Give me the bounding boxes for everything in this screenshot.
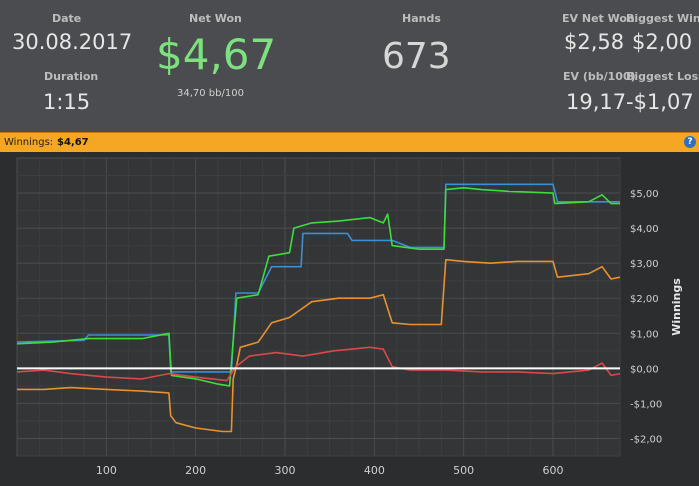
- biggest-loss-label: Biggest Loss: [626, 70, 699, 83]
- winnings-label: Winnings:: [4, 137, 54, 148]
- y-axis-label: Winnings: [670, 278, 683, 336]
- y-tick-label: $4,00: [630, 224, 659, 235]
- help-icon[interactable]: ?: [684, 136, 696, 148]
- x-tick-label: 500: [453, 464, 474, 477]
- duration-value: 1:15: [43, 90, 91, 114]
- biggest-win-value: $2,00: [632, 30, 693, 54]
- hands-label: Hands: [402, 12, 441, 25]
- series-line-4: [16, 346, 621, 382]
- y-tick-label: $5,00: [630, 189, 659, 200]
- ev-bb-label: EV (bb/100): [563, 70, 636, 83]
- ev-bb-value: 19,17: [566, 90, 627, 114]
- x-tick-label: 600: [543, 464, 564, 477]
- series-line-2: [16, 187, 620, 387]
- net-won-bb-value: 34,70 bb/100: [177, 88, 244, 99]
- series-line-3: [17, 258, 621, 433]
- y-tick-label: -$1,00: [630, 399, 662, 410]
- y-tick-label: -$2,00: [630, 434, 662, 445]
- y-tick-label: $2,00: [630, 294, 659, 305]
- biggest-win-label: Biggest Win: [626, 12, 699, 25]
- hands-value: 673: [382, 36, 451, 77]
- x-tick-label: 300: [275, 464, 296, 477]
- stats-panel: Date 30.08.2017 Duration 1:15 Net Won $4…: [0, 0, 699, 132]
- series-line-1: [16, 183, 620, 373]
- y-tick-label: $0,00: [630, 364, 659, 375]
- winnings-value: $4,67: [57, 137, 89, 148]
- duration-label: Duration: [44, 70, 99, 83]
- y-tick-label: $3,00: [630, 259, 659, 270]
- net-won-label: Net Won: [189, 12, 242, 25]
- net-won-value: $4,67: [156, 30, 277, 79]
- winnings-chart: 100 200 300 400 500 600 -$2,00 -$1,00 $0,00 $1,00…: [16, 157, 683, 477]
- date-label: Date: [52, 12, 82, 25]
- plot-area: [16, 157, 621, 457]
- ev-net-won-label: EV Net Won: [562, 12, 635, 25]
- date-value: 30.08.2017: [12, 30, 133, 54]
- x-tick-label: 100: [96, 464, 117, 477]
- x-tick-label: 200: [185, 464, 206, 477]
- winnings-bar: Winnings: $4,67: [0, 132, 699, 152]
- y-tick-label: $1,00: [630, 329, 659, 340]
- x-tick-label: 400: [364, 464, 385, 477]
- ev-net-won-value: $2,58: [564, 30, 625, 54]
- biggest-loss-value: -$1,07: [626, 90, 694, 114]
